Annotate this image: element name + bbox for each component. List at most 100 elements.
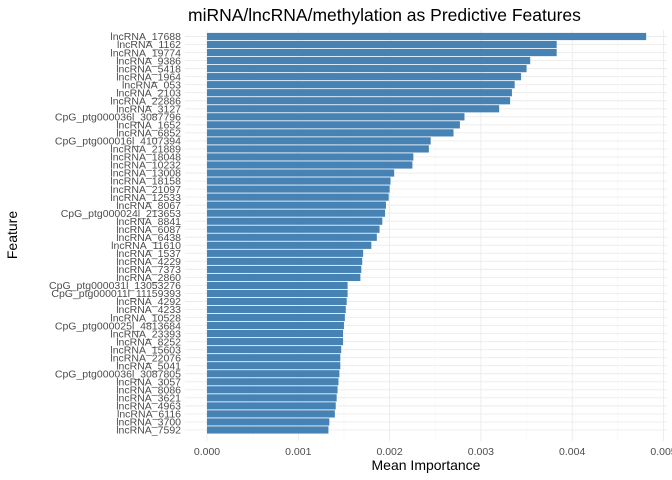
y-tick-label: lncRNA_6116 bbox=[117, 409, 181, 421]
y-tick-label: lncRNA_22886 bbox=[110, 95, 181, 107]
y-tick-label: lncRNA_21889 bbox=[110, 144, 181, 156]
y-tick-label: CpG_ptg000016l_4107394 bbox=[55, 136, 181, 148]
y-tick-label: lncRNA_1537 bbox=[116, 248, 181, 260]
bar bbox=[207, 321, 344, 330]
y-tick-label: lncRNA_19774 bbox=[110, 47, 181, 59]
y-tick-label: lncRNA_8841 bbox=[116, 216, 181, 228]
y-tick-label: lncRNA_12533 bbox=[110, 192, 181, 204]
y-tick-label: lncRNA_7592 bbox=[116, 425, 181, 437]
bar bbox=[207, 281, 348, 290]
bar bbox=[207, 40, 557, 49]
bar bbox=[207, 145, 429, 153]
bar bbox=[207, 185, 390, 193]
y-tick-label: lncRNA_18048 bbox=[110, 152, 181, 164]
y-tick-label: lncRNA_5418 bbox=[116, 63, 181, 75]
x-tick-labels: 0.000 0.001 0.002 0.003 0.004 0.005 bbox=[194, 446, 672, 458]
y-tick-label: lncRNA_3127 bbox=[116, 103, 181, 115]
y-tick-label: lncRNA_4963 bbox=[116, 401, 181, 413]
bar bbox=[207, 201, 386, 209]
y-tick-label: lncRNA_1652 bbox=[116, 120, 181, 132]
y-tick-label: lncRNA_22076 bbox=[110, 352, 181, 364]
y-tick-label: lncRNA_053 bbox=[122, 79, 181, 91]
bar bbox=[207, 65, 527, 73]
bar bbox=[207, 32, 647, 41]
y-tick-label: CpG_ptg000036l_3087805 bbox=[55, 368, 181, 380]
bar bbox=[207, 48, 557, 57]
y-tick-label: lncRNA_4229 bbox=[116, 256, 181, 268]
y-tick-label: lncRNA_2103 bbox=[116, 87, 181, 99]
x-tick-label: 0.002 bbox=[376, 446, 402, 458]
bar bbox=[207, 378, 339, 386]
bar bbox=[207, 418, 330, 426]
bar bbox=[207, 209, 386, 217]
y-tick-label: lncRNA_3700 bbox=[116, 417, 181, 429]
y-tick-label: lncRNA_4233 bbox=[116, 304, 181, 316]
bar bbox=[207, 121, 460, 129]
y-tick-label: CpG_ptg000036l_3087796 bbox=[55, 112, 181, 124]
y-tick-label: lncRNA_17688 bbox=[110, 31, 181, 43]
bar bbox=[207, 289, 348, 298]
y-tick-label: lncRNA_3057 bbox=[116, 376, 181, 388]
y-tick-label: lncRNA_13008 bbox=[110, 168, 181, 180]
y-tick-label: lncRNA_18158 bbox=[110, 176, 181, 188]
y-tick-label: lncRNA_11610 bbox=[111, 240, 181, 252]
y-axis-title: Feature bbox=[4, 211, 20, 259]
y-tick-label: lncRNA_8252 bbox=[116, 336, 181, 348]
bar bbox=[207, 330, 344, 338]
bar bbox=[207, 113, 465, 121]
bar bbox=[207, 241, 372, 249]
y-tick-label: lncRNA_6438 bbox=[116, 232, 181, 244]
y-tick-label: lncRNA_2860 bbox=[116, 272, 181, 284]
x-tick-label: 0.003 bbox=[468, 446, 494, 458]
y-tick-label: lncRNA_1162 bbox=[117, 39, 181, 51]
y-tick-label: CpG_ptg000025l_4813684 bbox=[55, 320, 181, 332]
bar bbox=[207, 354, 341, 362]
y-tick-label: lncRNA_8086 bbox=[116, 385, 181, 397]
y-tick-label: CpG_ptg000011l_11159393 bbox=[51, 288, 181, 300]
bar bbox=[207, 193, 389, 201]
y-tick-label: lncRNA_21097 bbox=[110, 184, 181, 196]
bar bbox=[207, 410, 335, 418]
bar bbox=[207, 56, 531, 65]
y-tick-label: lncRNA_7373 bbox=[116, 264, 181, 276]
y-tick-label: CpG_ptg000024l_213653 bbox=[61, 208, 181, 220]
bar bbox=[207, 73, 522, 81]
bar bbox=[207, 370, 340, 378]
y-tick-label: lncRNA_1964 bbox=[116, 71, 181, 83]
bar bbox=[207, 89, 512, 97]
y-tick-label: lncRNA_5041 bbox=[116, 360, 181, 372]
bar bbox=[207, 426, 329, 434]
y-tick-label: lncRNA_15603 bbox=[110, 344, 181, 356]
bar bbox=[207, 225, 380, 233]
x-tick-label: 0.005 bbox=[650, 446, 672, 458]
bars bbox=[207, 32, 647, 434]
bar bbox=[207, 233, 377, 241]
y-tick-label: lncRNA_3621 bbox=[116, 393, 181, 405]
bar bbox=[207, 297, 347, 306]
bar bbox=[207, 105, 500, 113]
y-tick-label: lncRNA_6087 bbox=[116, 224, 181, 236]
bar bbox=[207, 362, 341, 370]
bar bbox=[207, 161, 413, 169]
bar bbox=[207, 153, 414, 161]
bar bbox=[207, 313, 345, 322]
x-axis-title: Mean Importance bbox=[372, 457, 481, 473]
y-tick-label: lncRNA_10528 bbox=[110, 312, 181, 324]
y-tick-label: lncRNA_4292 bbox=[116, 296, 181, 308]
x-tick-label: 0.001 bbox=[285, 446, 311, 458]
bar bbox=[207, 257, 363, 265]
y-tick-label: lncRNA_10232 bbox=[110, 160, 181, 172]
bar bbox=[207, 402, 336, 410]
bar bbox=[207, 249, 364, 257]
bar bbox=[207, 217, 383, 225]
bar bbox=[207, 305, 346, 314]
x-tick-label: 0.000 bbox=[194, 446, 220, 458]
bar bbox=[207, 273, 361, 281]
y-tick-label: CpG_ptg000031l_13053276 bbox=[49, 280, 181, 292]
bar bbox=[207, 97, 511, 105]
y-tick-label: lncRNA_23393 bbox=[110, 328, 181, 340]
bar bbox=[207, 137, 431, 145]
bar bbox=[207, 177, 391, 185]
